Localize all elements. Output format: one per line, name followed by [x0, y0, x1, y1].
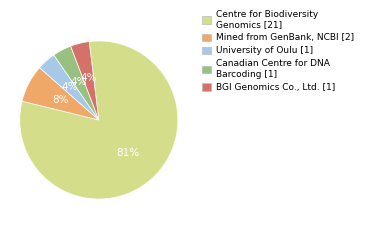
- Text: 4%: 4%: [62, 83, 78, 92]
- Wedge shape: [20, 41, 178, 199]
- Text: 4%: 4%: [70, 77, 87, 87]
- Wedge shape: [40, 55, 99, 120]
- Text: 4%: 4%: [80, 73, 97, 83]
- Text: 81%: 81%: [116, 148, 139, 157]
- Text: 8%: 8%: [52, 95, 68, 105]
- Wedge shape: [54, 46, 99, 120]
- Wedge shape: [71, 42, 99, 120]
- Wedge shape: [22, 68, 99, 120]
- Legend: Centre for Biodiversity
Genomics [21], Mined from GenBank, NCBI [2], University : Centre for Biodiversity Genomics [21], M…: [202, 10, 354, 92]
